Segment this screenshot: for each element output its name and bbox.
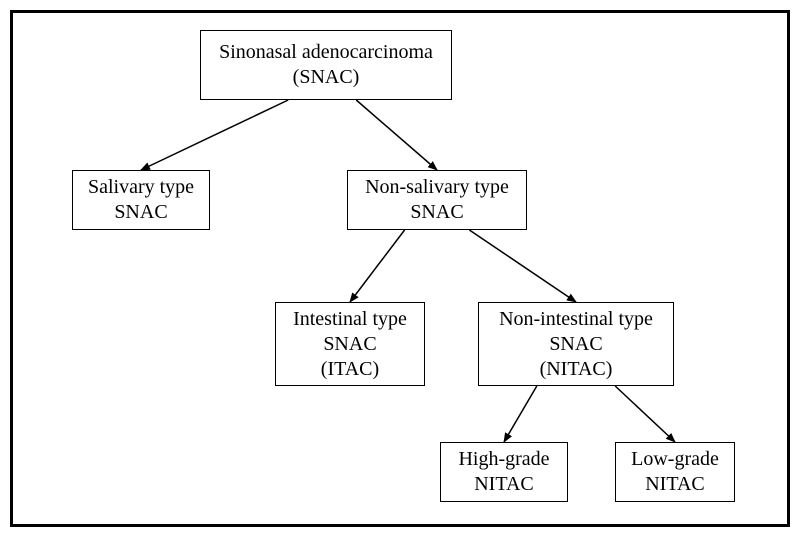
node-intestinal: Intestinal type SNAC (ITAC) <box>275 302 425 386</box>
node-intestinal-line3: (ITAC) <box>321 357 379 382</box>
node-salivary: Salivary type SNAC <box>72 170 210 230</box>
node-highgrade: High-grade NITAC <box>440 442 568 502</box>
node-nonsalivary: Non-salivary type SNAC <box>347 170 527 230</box>
node-root-line1: Sinonasal adenocarcinoma <box>219 40 433 65</box>
node-nonintestinal: Non-intestinal type SNAC (NITAC) <box>478 302 674 386</box>
node-root-line2: (SNAC) <box>293 65 360 90</box>
node-root: Sinonasal adenocarcinoma (SNAC) <box>200 30 452 100</box>
node-intestinal-line1: Intestinal type <box>293 307 407 332</box>
node-nonintestinal-line3: (NITAC) <box>540 357 613 382</box>
node-highgrade-line1: High-grade <box>458 447 549 472</box>
node-nonsalivary-line2: SNAC <box>410 200 463 225</box>
node-salivary-line1: Salivary type <box>88 175 194 200</box>
node-nonintestinal-line1: Non-intestinal type <box>499 307 653 332</box>
node-nonsalivary-line1: Non-salivary type <box>365 175 509 200</box>
node-lowgrade: Low-grade NITAC <box>615 442 735 502</box>
node-salivary-line2: SNAC <box>114 200 167 225</box>
node-nonintestinal-line2: SNAC <box>549 332 602 357</box>
node-lowgrade-line2: NITAC <box>645 472 705 497</box>
node-intestinal-line2: SNAC <box>323 332 376 357</box>
node-highgrade-line2: NITAC <box>474 472 534 497</box>
node-lowgrade-line1: Low-grade <box>631 447 719 472</box>
